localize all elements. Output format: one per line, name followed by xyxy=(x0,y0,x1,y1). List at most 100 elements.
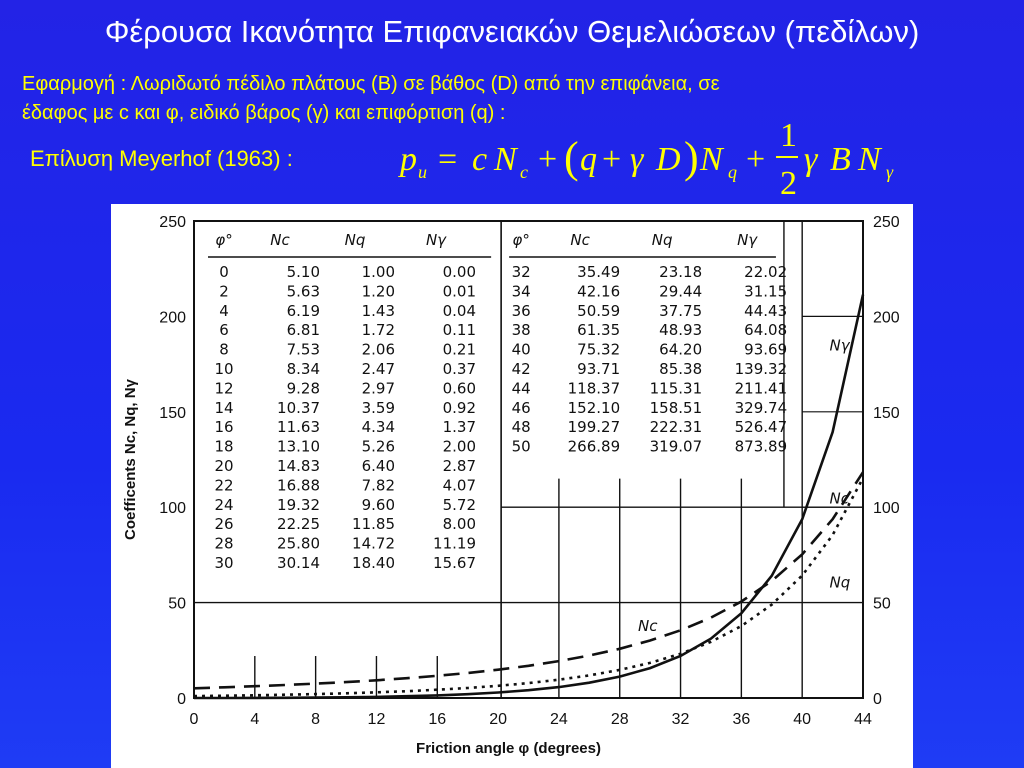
table-cell: 46 xyxy=(512,399,531,417)
table-cell: 30 xyxy=(214,554,233,572)
table-cell: 139.32 xyxy=(735,360,788,378)
formula-D: D xyxy=(655,141,681,178)
solution-label: Επίλυση Meyerhof (1963) : xyxy=(30,146,293,171)
table-cell: 2.06 xyxy=(362,341,395,359)
x-tick-12: 12 xyxy=(368,711,386,728)
application-label: Εφαρμογή : xyxy=(22,73,127,95)
table-cell: 2.97 xyxy=(362,379,395,397)
formula-num: 1 xyxy=(780,118,797,154)
x-tick-36: 36 xyxy=(732,711,750,728)
y-tick-left-200: 200 xyxy=(159,309,186,326)
application-text: Εφαρμογή : Λωριδωτό πέδιλο πλάτους (Β) σ… xyxy=(22,70,1002,128)
table-cell: 11.63 xyxy=(277,418,320,436)
table-cell: 32 xyxy=(512,263,531,281)
y-tick-left-50: 50 xyxy=(168,596,186,613)
table-cell: 0.37 xyxy=(443,360,476,378)
formula-plus-2: + xyxy=(602,141,621,178)
table-cell: 64.20 xyxy=(659,341,702,359)
x-tick-16: 16 xyxy=(428,711,446,728)
y-axis-label: Coefficents Nc, Nq, Nγ xyxy=(122,378,139,540)
x-tick-20: 20 xyxy=(489,711,507,728)
table-cell: 48 xyxy=(512,418,531,436)
table-cell: 18.40 xyxy=(352,554,395,572)
table-cell: 25.80 xyxy=(277,535,320,553)
table-cell: 6.81 xyxy=(287,321,320,339)
table-cell: 1.72 xyxy=(362,321,395,339)
table-cell: 48.93 xyxy=(659,321,702,339)
table-cell: 118.37 xyxy=(568,379,621,397)
table-header-right-2: Nq xyxy=(652,231,673,249)
table-cell: 0.11 xyxy=(443,321,476,339)
table-cell: 36 xyxy=(512,302,531,320)
table-cell: 199.27 xyxy=(568,418,621,436)
table-cell: 526.47 xyxy=(735,418,788,436)
table-cell: 4 xyxy=(219,302,229,320)
table-cell: 29.44 xyxy=(659,282,702,300)
table-cell: 42 xyxy=(512,360,531,378)
table-cell: 15.67 xyxy=(433,554,476,572)
table-cell: 10.37 xyxy=(277,399,320,417)
series-line-Nc xyxy=(193,471,865,690)
formula-gamma-2: γ xyxy=(804,141,819,178)
table-header-left-1: Nc xyxy=(270,231,290,249)
formula-sub-u: u xyxy=(418,162,427,182)
table-cell: 35.49 xyxy=(577,263,620,281)
y-tick-right-0: 0 xyxy=(873,691,882,708)
formula-fraction-bar xyxy=(776,156,798,158)
table-cell: 22.02 xyxy=(744,263,787,281)
formula-eq: = xyxy=(438,141,457,178)
table-cell: 8.00 xyxy=(443,515,476,533)
table-header-left-0: φ° xyxy=(215,231,232,249)
x-tick-4: 4 xyxy=(250,711,259,728)
table-cell: 28 xyxy=(214,535,233,553)
table-cell: 6.19 xyxy=(287,302,320,320)
table-cell: 23.18 xyxy=(659,263,702,281)
curve-label-2: Nq xyxy=(830,573,851,591)
table-cell: 0.00 xyxy=(443,263,476,281)
table-cell: 8.34 xyxy=(287,360,320,378)
table-cell: 2 xyxy=(219,282,229,300)
table-cell: 85.38 xyxy=(659,360,702,378)
curve-label-3: Nc xyxy=(638,617,658,635)
series-line-Nγ xyxy=(194,294,865,700)
table-cell: 266.89 xyxy=(568,438,621,456)
table-cell: 22.25 xyxy=(277,515,320,533)
table-header-right-1: Nc xyxy=(570,231,590,249)
table-cell: 14.72 xyxy=(352,535,395,553)
table-cell: 152.10 xyxy=(568,399,621,417)
table-cell: 38 xyxy=(512,321,531,339)
application-line-1: Λωριδωτό πέδιλο πλάτους (Β) σε βάθος (D)… xyxy=(130,73,720,95)
x-tick-32: 32 xyxy=(672,711,690,728)
table-cell: 9.28 xyxy=(287,379,320,397)
curve-label-1: Nc xyxy=(830,489,850,507)
formula-p: p xyxy=(398,141,417,178)
table-cell: 4.34 xyxy=(362,418,395,436)
y-tick-left-100: 100 xyxy=(159,500,186,517)
table-cell: 0.92 xyxy=(443,399,476,417)
page-title: Φέρουσα Ικανότητα Επιφανειακών Θεμελιώσε… xyxy=(104,14,920,49)
y-tick-left-250: 250 xyxy=(159,214,186,231)
formula-plus-1: + xyxy=(538,141,557,178)
formula-Nq: N xyxy=(699,141,725,178)
table-cell: 22 xyxy=(214,476,233,494)
table-cell: 7.82 xyxy=(362,476,395,494)
table-header-left-3: Nγ xyxy=(426,231,447,249)
table-cell: 5.72 xyxy=(443,496,476,514)
table-cell: 5.26 xyxy=(362,438,395,456)
curve-label-0: Nγ xyxy=(830,337,851,355)
y-tick-right-50: 50 xyxy=(873,596,891,613)
table-cell: 1.37 xyxy=(443,418,476,436)
table-cell: 10 xyxy=(214,360,233,378)
table-cell: 26 xyxy=(214,515,233,533)
table-cell: 40 xyxy=(512,341,531,359)
table-cell: 6.40 xyxy=(362,457,395,475)
formula-c: c xyxy=(472,141,487,178)
table-cell: 5.63 xyxy=(287,282,320,300)
table-cell: 1.43 xyxy=(362,302,395,320)
formula-B: B xyxy=(830,141,851,178)
table-cell: 44 xyxy=(512,379,531,397)
table-cell: 2.47 xyxy=(362,360,395,378)
formula-paren-open: ( xyxy=(564,133,579,182)
y-tick-left-0: 0 xyxy=(177,691,186,708)
x-tick-24: 24 xyxy=(550,711,568,728)
